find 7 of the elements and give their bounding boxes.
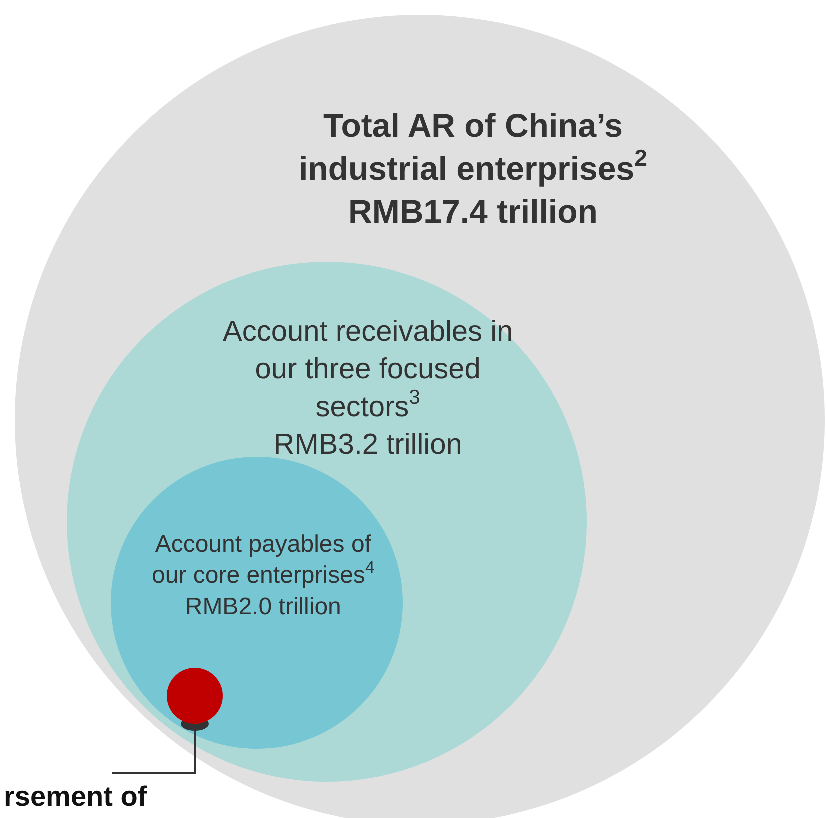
data-label: RMB3.2 trillion xyxy=(274,429,462,462)
category-label: Account receivables in our three focused sectors$^{3}$ xyxy=(223,316,514,424)
category-label: Account payables of our core enterprises$^{4}$ xyxy=(152,531,375,590)
data-label: RMB17.4 trillion xyxy=(348,192,598,230)
category-label: Total AR of China’s industrial enterprises$^{2}$ xyxy=(299,107,648,187)
data-label: RMB2.0 trillion xyxy=(185,593,342,620)
text: rsement of xyxy=(4,781,148,812)
